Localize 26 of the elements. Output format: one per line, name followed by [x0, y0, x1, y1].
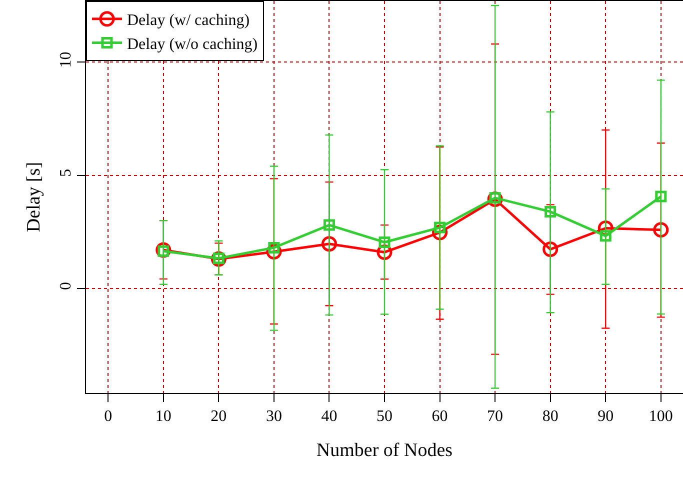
x-tick-label: 100 — [648, 408, 673, 426]
x-tick-label: 50 — [376, 408, 392, 426]
point — [378, 236, 390, 248]
x-tick-label: 20 — [210, 408, 227, 426]
x-tick-label: 90 — [598, 408, 614, 426]
y-tick-label: 10 — [58, 52, 75, 68]
x-axis-title: Number of Nodes — [316, 440, 453, 461]
y-tick-label: 0 — [58, 282, 75, 290]
point — [655, 190, 667, 202]
point — [323, 219, 335, 231]
x-tick-label: 40 — [321, 408, 338, 426]
y-tick-label: 5 — [58, 168, 75, 177]
point — [321, 236, 337, 252]
x-tick-label: 30 — [266, 408, 282, 426]
x-tick-label: 80 — [542, 408, 558, 426]
x-tick-label: 60 — [432, 408, 448, 426]
legend-label: Delay (w/ caching) — [127, 12, 250, 30]
point — [653, 222, 669, 238]
point — [542, 242, 558, 258]
legend-label: Delay (w/o caching) — [127, 36, 258, 53]
x-tick-label: 70 — [487, 408, 504, 426]
y-axis-title: Delay [s] — [23, 162, 44, 232]
x-tick-label: 0 — [104, 408, 112, 426]
point — [544, 206, 556, 218]
point — [600, 230, 612, 242]
x-tick-label: 10 — [155, 408, 172, 426]
